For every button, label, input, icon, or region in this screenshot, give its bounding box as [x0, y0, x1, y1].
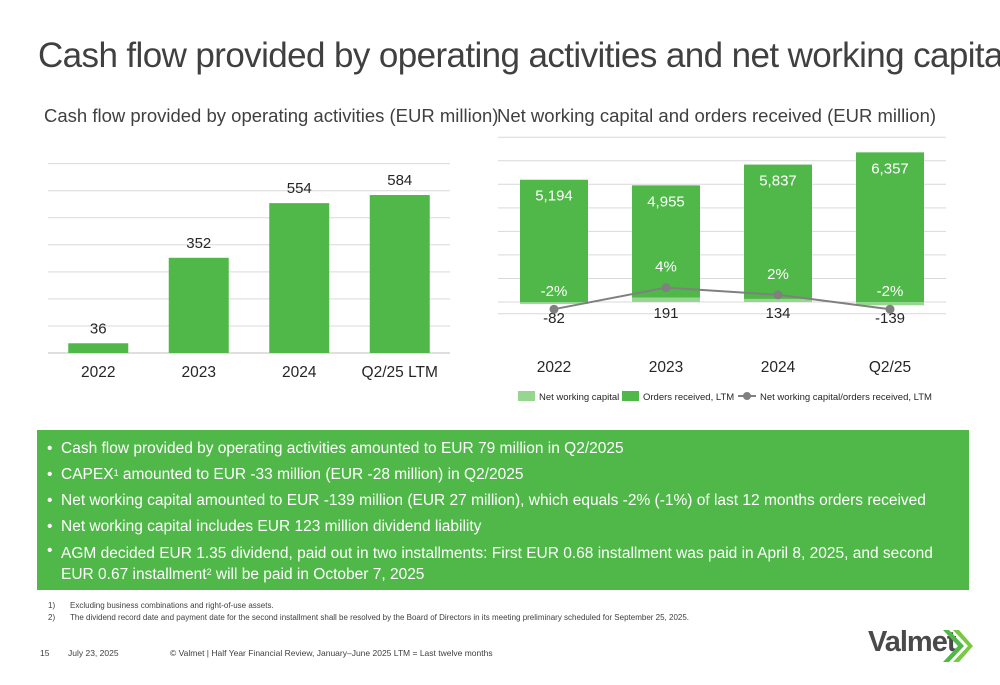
- legend-marker-ratio: [743, 392, 751, 400]
- bar-2022: [68, 343, 129, 353]
- footer-date: July 23, 2025: [68, 648, 119, 658]
- footnotes: 1) Excluding business combinations and ri…: [40, 600, 689, 624]
- nwc-value-label: -139: [875, 310, 905, 327]
- orders-value-label: 5,837: [759, 173, 797, 190]
- x-tick-label: 2022: [537, 359, 571, 376]
- bullet-4: Net working capital includes EUR 123 mil…: [47, 514, 959, 540]
- bullet-1: Cash flow provided by operating activiti…: [47, 436, 959, 462]
- footnote-2: 2) The dividend record date and payment d…: [48, 613, 690, 622]
- orders-bar: [632, 185, 700, 302]
- orders-bar: [520, 179, 588, 302]
- nwc-bar: [520, 302, 588, 304]
- valmet-logo: Valmet: [868, 626, 973, 662]
- bar-value-label: 36: [90, 320, 107, 337]
- ratio-line: [553, 286, 891, 311]
- page-number: 15: [40, 648, 50, 658]
- ratio-value-label: -2%: [877, 283, 904, 300]
- x-tick-label: 2023: [182, 364, 216, 381]
- ratio-value-label: 4%: [655, 259, 677, 276]
- ratio-value-label: 2%: [767, 266, 789, 283]
- orders-bar: [744, 164, 812, 302]
- left-chart-title: Cash flow provided by operating activiti…: [44, 105, 499, 126]
- x-tick-label: Q2/25: [869, 359, 911, 376]
- valmet-chevron-icon: [943, 630, 973, 662]
- x-tick-label: 2024: [282, 364, 317, 381]
- bullet-5: AGM decided EUR 1.35 dividend, paid out …: [47, 540, 959, 585]
- bullet-3: Net working capital amounted to EUR -139…: [47, 488, 959, 514]
- orders-bar: [856, 152, 924, 302]
- ratio-point: [885, 304, 895, 314]
- legend-label-orders: Orders received, LTM: [643, 392, 734, 403]
- x-tick-label: 2023: [649, 359, 683, 376]
- x-tick-label: 2022: [81, 364, 115, 381]
- legend-swatch-orders: [622, 391, 639, 401]
- ratio-value-label: -2%: [541, 283, 568, 300]
- bullet-2: CAPEX1 amounted to EUR -33 million (EUR …: [47, 462, 959, 488]
- ratio-point: [549, 304, 559, 314]
- x-tick-label: 2024: [761, 359, 796, 376]
- x-tick-label: Q2/25 LTM: [362, 364, 438, 381]
- orders-value-label: 4,955: [647, 193, 685, 210]
- nwc-bar: [856, 302, 924, 306]
- nwc-value-label: 191: [653, 305, 678, 322]
- bar-2024: [269, 203, 330, 353]
- legend-label-ratio: Net working capital/orders received, LTM: [760, 392, 932, 403]
- footnote-1: 1) Excluding business combinations and ri…: [48, 601, 274, 610]
- nwc-bar: [744, 298, 812, 302]
- highlights-box: Cash flow provided by operating activiti…: [37, 430, 969, 590]
- bar-value-label: 554: [287, 180, 312, 197]
- footer-text: © Valmet | Half Year Financial Review, J…: [170, 648, 493, 658]
- orders-value-label: 6,357: [871, 160, 909, 177]
- ratio-point: [661, 283, 671, 293]
- nwc-bar: [632, 297, 700, 302]
- bar-value-label: 352: [186, 235, 211, 252]
- nwc-value-label: -82: [543, 310, 565, 327]
- bar-q2-25-ltm: [369, 195, 430, 353]
- bar-value-label: 584: [387, 172, 412, 189]
- legend-label-nwc: Net working capital: [539, 392, 619, 403]
- ratio-point: [773, 290, 783, 300]
- right-chart-title: Net working capital and orders received …: [497, 105, 937, 126]
- bar-2023: [168, 257, 229, 353]
- orders-value-label: 5,194: [535, 188, 573, 205]
- page-title: Cash flow provided by operating activiti…: [38, 36, 1000, 75]
- legend-swatch-nwc: [518, 391, 535, 401]
- nwc-value-label: 134: [765, 305, 790, 322]
